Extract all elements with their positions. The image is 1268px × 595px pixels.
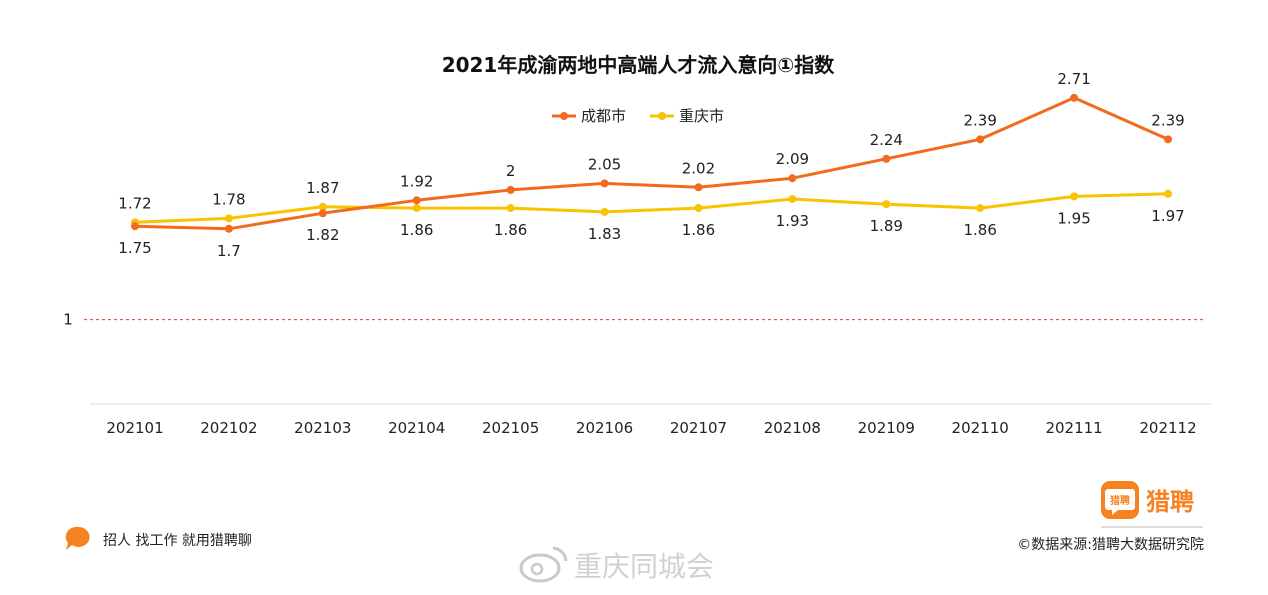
data-label: 1.87: [306, 179, 339, 197]
data-label: 2.09: [776, 150, 809, 168]
data-label: 1.83: [588, 225, 621, 243]
data-label: 1.7: [217, 242, 241, 260]
data-point: [882, 200, 891, 209]
x-tick-label: 202111: [1045, 419, 1102, 437]
x-tick-label: 202110: [952, 419, 1009, 437]
x-tick-label: 202108: [764, 419, 821, 437]
x-tick-label: 202106: [576, 419, 633, 437]
data-point: [318, 202, 327, 211]
watermark-text: 重庆同城会: [574, 550, 714, 583]
data-label: 2.39: [1151, 111, 1184, 129]
data-point: [1164, 135, 1172, 144]
data-label: 1.86: [494, 221, 527, 239]
data-label: 1.93: [776, 212, 809, 230]
series-group: [131, 93, 1172, 233]
data-point: [318, 209, 327, 218]
x-tick-label: 202112: [1139, 419, 1196, 437]
chart-title: 2021年成渝两地中高端人才流入意向①指数: [442, 53, 836, 77]
footer-slogan: 招人 找工作 就用猎聘聊: [65, 526, 252, 550]
data-point: [694, 183, 703, 192]
x-tick-label: 202101: [106, 419, 163, 437]
data-point: [224, 214, 233, 223]
brand-speech-icon: [1105, 489, 1135, 515]
data-label: 1.92: [400, 172, 433, 190]
data-point: [506, 185, 515, 194]
data-label: 2: [506, 162, 516, 180]
data-point: [600, 207, 609, 216]
brand-name: 猎聘: [1146, 488, 1194, 516]
x-tick-label: 202102: [200, 419, 257, 437]
data-labels: 1.72 1.75 1.7 1.78 1.82 1.87 1.92 1.86 2 1.86 2.05…: [118, 70, 1184, 260]
data-label: 1.72: [118, 194, 151, 212]
series-line: [134, 192, 1169, 224]
data-label: 2.02: [682, 159, 715, 177]
reference-line-group: 1: [63, 311, 1204, 329]
series-line: [134, 96, 1169, 231]
data-point: [1070, 192, 1079, 201]
data-point: [1164, 189, 1172, 198]
data-point: [412, 196, 421, 205]
data-label: 1.89: [870, 217, 903, 235]
x-tick-label: 202104: [388, 419, 445, 437]
data-label: 2.39: [963, 111, 996, 129]
data-label: 1.82: [306, 226, 339, 244]
x-tick-label: 202107: [670, 419, 727, 437]
data-label: 1.86: [682, 221, 715, 239]
data-point: [976, 204, 985, 213]
data-point: [788, 174, 797, 183]
chat-bubble-icon: [65, 526, 90, 550]
data-label: 1.97: [1151, 207, 1184, 225]
data-point: [506, 204, 515, 213]
data-point: [412, 204, 421, 213]
slogan-text: 招人 找工作 就用猎聘聊: [103, 533, 252, 549]
data-point: [788, 194, 797, 203]
data-source: ©数据来源:猎聘大数据研究院: [1017, 537, 1204, 553]
data-label: 1.95: [1057, 209, 1090, 227]
legend-swatch-marker: [560, 112, 568, 120]
data-label: 2.05: [588, 155, 621, 173]
legend-label: 重庆市: [679, 107, 724, 125]
data-label: 2.71: [1057, 70, 1090, 88]
legend-swatch-marker: [658, 112, 666, 120]
x-tick-label: 202109: [858, 419, 915, 437]
brand-icon-label: 猎聘: [1110, 494, 1130, 507]
data-point: [694, 204, 703, 213]
x-tick-label: 202105: [482, 419, 539, 437]
data-point: [600, 179, 609, 188]
data-label: 1.75: [118, 239, 151, 257]
watermark: 重庆同城会: [519, 546, 714, 583]
legend-label: 成都市: [581, 107, 626, 125]
brand-logo: 猎聘 猎聘: [1101, 481, 1203, 528]
x-tick-label: 202103: [294, 419, 351, 437]
data-point: [131, 222, 139, 231]
reference-line-label: 1: [63, 311, 73, 329]
data-point: [224, 224, 233, 233]
data-point: [882, 154, 891, 163]
legend: 成都市 重庆市: [552, 107, 724, 125]
data-label: 2.24: [870, 131, 903, 149]
data-label: 1.78: [212, 190, 245, 208]
data-label: 1.86: [400, 221, 433, 239]
data-label: 1.86: [963, 221, 996, 239]
data-point: [976, 135, 985, 144]
weibo-icon: [519, 546, 568, 583]
x-tick-labels: 202101 202102 202103 202104 202105 202106 2021…: [106, 419, 1196, 437]
data-point: [1070, 93, 1079, 102]
